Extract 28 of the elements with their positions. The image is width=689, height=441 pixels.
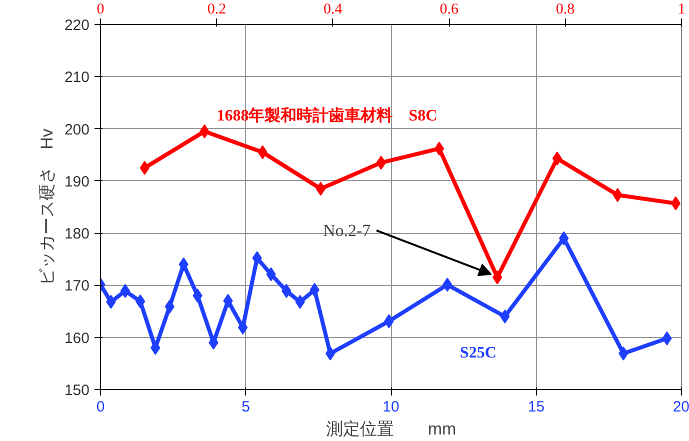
x2-tick-label: 0.8	[556, 2, 575, 18]
x2-tick-label: 0.6	[440, 2, 459, 18]
point	[325, 346, 336, 361]
point	[135, 294, 146, 308]
y-tick-label: 200	[64, 121, 90, 138]
x-tick-label: 0	[96, 398, 105, 416]
x-tick-label: 10	[382, 398, 400, 416]
x2-tick-label: 0.4	[324, 2, 343, 18]
x-tick-label: 15	[528, 398, 545, 416]
x-tick-label: 20	[672, 398, 689, 416]
point	[120, 284, 130, 298]
y-tick-label: 160	[64, 330, 90, 347]
y-tick-label: 190	[64, 173, 90, 190]
y-tick-label: 150	[64, 382, 90, 399]
series-label: 1688年製和時計歯車材料 S8C	[216, 106, 438, 124]
x-axis-title: 測定位置 mm	[326, 420, 456, 438]
point	[500, 310, 510, 324]
y-tick-label: 170	[64, 278, 90, 295]
annotation: No.2-7	[322, 220, 372, 240]
x2-tick-label: 1	[678, 2, 686, 18]
x2-tick-label: 0.2	[207, 2, 226, 18]
y-tick-label: 180	[64, 226, 90, 243]
y-axis-title: ビッカース硬さ Hv	[37, 128, 56, 286]
x2-tick-label: 0	[96, 2, 104, 18]
series-label: S25C	[460, 344, 496, 362]
x-tick-label: 5	[242, 398, 250, 416]
y-tick-label: 220	[64, 17, 90, 34]
y-tick-label: 210	[64, 69, 90, 86]
